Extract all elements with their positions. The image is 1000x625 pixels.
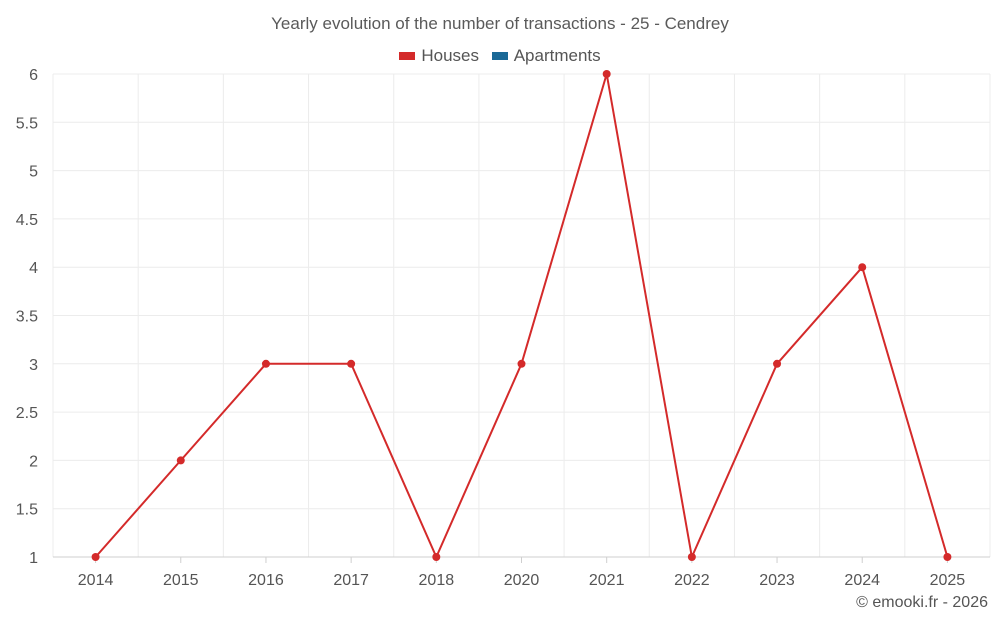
x-tick-label: 2021 — [589, 572, 625, 589]
legend-item-apartments[interactable]: Apartments — [491, 46, 601, 66]
x-tick-label: 2015 — [163, 572, 199, 589]
x-tick-label: 2024 — [844, 572, 880, 589]
x-tick-label: 2022 — [674, 572, 710, 589]
legend: Houses Apartments — [0, 45, 1000, 66]
x-tick-label: 2017 — [333, 572, 369, 589]
x-tick-label: 2023 — [759, 572, 795, 589]
legend-swatch-houses — [399, 52, 416, 60]
series — [91, 70, 952, 561]
grid — [52, 73, 991, 558]
x-tick-label: 2020 — [504, 572, 540, 589]
data-point — [432, 553, 441, 561]
legend-label-houses: Houses — [421, 46, 479, 65]
y-tick-label: 1.5 — [16, 502, 38, 519]
data-point — [602, 70, 611, 78]
y-tick-label: 4 — [29, 260, 38, 277]
x-tick-label: 2025 — [930, 572, 966, 589]
y-tick-label: 2 — [29, 453, 38, 470]
data-point — [943, 553, 952, 561]
data-point — [773, 359, 782, 368]
y-tick-label: 1 — [29, 550, 38, 567]
data-point — [517, 359, 526, 368]
data-point — [261, 359, 270, 368]
y-tick-label: 5 — [29, 164, 38, 181]
chart-title: Yearly evolution of the number of transa… — [271, 14, 729, 33]
y-tick-label: 2.5 — [16, 405, 38, 422]
footer-credit: © emooki.fr - 2026 — [856, 594, 988, 611]
data-point — [687, 553, 696, 561]
legend-swatch-apartments — [491, 52, 508, 60]
legend-item-houses[interactable]: Houses — [399, 46, 479, 66]
x-tick-label: 2018 — [419, 572, 455, 589]
y-tick-label: 6 — [29, 67, 38, 84]
y-tick-label: 4.5 — [16, 212, 38, 229]
x-tick-label: 2014 — [78, 572, 114, 589]
y-tick-label: 3.5 — [16, 309, 38, 326]
legend-label-apartments: Apartments — [513, 46, 601, 65]
data-point — [858, 263, 867, 272]
y-tick-label: 3 — [29, 357, 38, 374]
axes: 1 1.5 2 2.5 3 3.5 4 4.5 5 5.5 6 2014 2015 2016 2017 201… — [16, 67, 966, 589]
data-point — [91, 553, 100, 561]
data-point — [176, 456, 185, 465]
data-point — [347, 359, 356, 368]
x-tick-label: 2016 — [248, 572, 284, 589]
y-tick-label: 5.5 — [16, 115, 38, 132]
